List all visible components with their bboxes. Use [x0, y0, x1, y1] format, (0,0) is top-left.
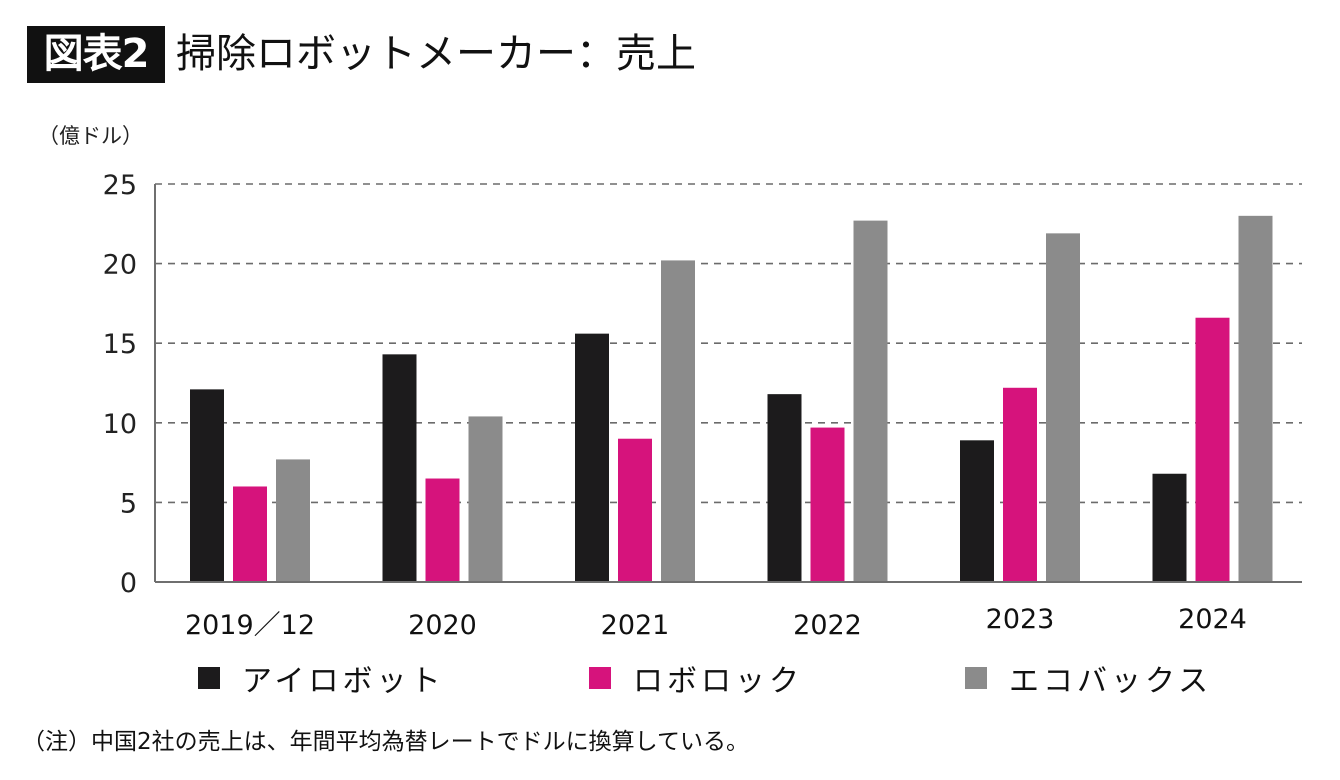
x-tick-label: 2021	[601, 610, 670, 641]
bar-irobot-0	[190, 389, 224, 582]
bar-irobot-1	[382, 354, 417, 582]
legend-swatch	[198, 667, 220, 689]
legend-item-roborock: ロボロック	[589, 658, 803, 699]
bar-ecovacs-0	[276, 459, 310, 582]
gridlines	[155, 183, 1302, 504]
bar-roborock-3	[810, 427, 845, 582]
x-tick-label: 2023	[986, 604, 1055, 635]
y-tick-label: 20	[103, 250, 137, 281]
y-tick-label: 15	[103, 329, 137, 360]
y-axis-unit-label: （億ドル）	[38, 124, 143, 148]
legend-item-irobot: アイロボット	[198, 658, 445, 699]
bar-ecovacs-5	[1238, 215, 1273, 582]
bar-roborock-4	[1003, 387, 1037, 582]
x-tick-label: 2020	[408, 610, 477, 641]
bar-irobot-4	[960, 440, 994, 582]
x-tick-label: 2019／12	[185, 610, 315, 641]
x-tick-labels: 2019／12 2020 2021 2022 2023 2024	[185, 604, 1247, 641]
bar-roborock-0	[233, 486, 267, 582]
bar-roborock-1	[425, 478, 460, 582]
x-tick-label: 2024	[1178, 604, 1247, 635]
legend-item-ecovacs: エコバックス	[965, 658, 1213, 699]
bar-ecovacs-2	[661, 260, 695, 582]
figure-badge: 図表2	[27, 26, 165, 83]
legend-label: ロボロック	[633, 664, 803, 699]
bar-ecovacs-3	[853, 220, 888, 582]
footnote: （注）中国2社の売上は、年間平均為替レートでドルに換算している。	[22, 729, 749, 755]
bars	[190, 215, 1273, 583]
legend-swatch	[589, 667, 611, 689]
legend-label: エコバックス	[1009, 664, 1213, 699]
y-tick-label: 5	[120, 488, 137, 519]
x-tick-label: 2022	[793, 610, 862, 641]
bar-irobot-3	[767, 394, 802, 582]
legend-label: アイロボット	[242, 664, 445, 699]
bar-roborock-5	[1195, 317, 1230, 582]
y-tick-label: 10	[103, 409, 137, 440]
chart-title: 掃除ロボットメーカー：売上	[176, 31, 696, 77]
y-tick-label: 0	[120, 568, 137, 599]
bar-roborock-2	[618, 438, 652, 582]
bar-chart: 0 5 10 15 20 25 2019／12 2020 2021 2022 2023 2024	[103, 170, 1302, 641]
bar-irobot-2	[575, 333, 609, 582]
y-tick-labels: 0 5 10 15 20 25	[103, 170, 137, 599]
bar-ecovacs-4	[1046, 233, 1080, 583]
legend-swatch	[965, 667, 987, 689]
y-tick-label: 25	[103, 170, 137, 201]
bar-ecovacs-1	[468, 416, 503, 582]
bar-irobot-5	[1152, 473, 1187, 582]
